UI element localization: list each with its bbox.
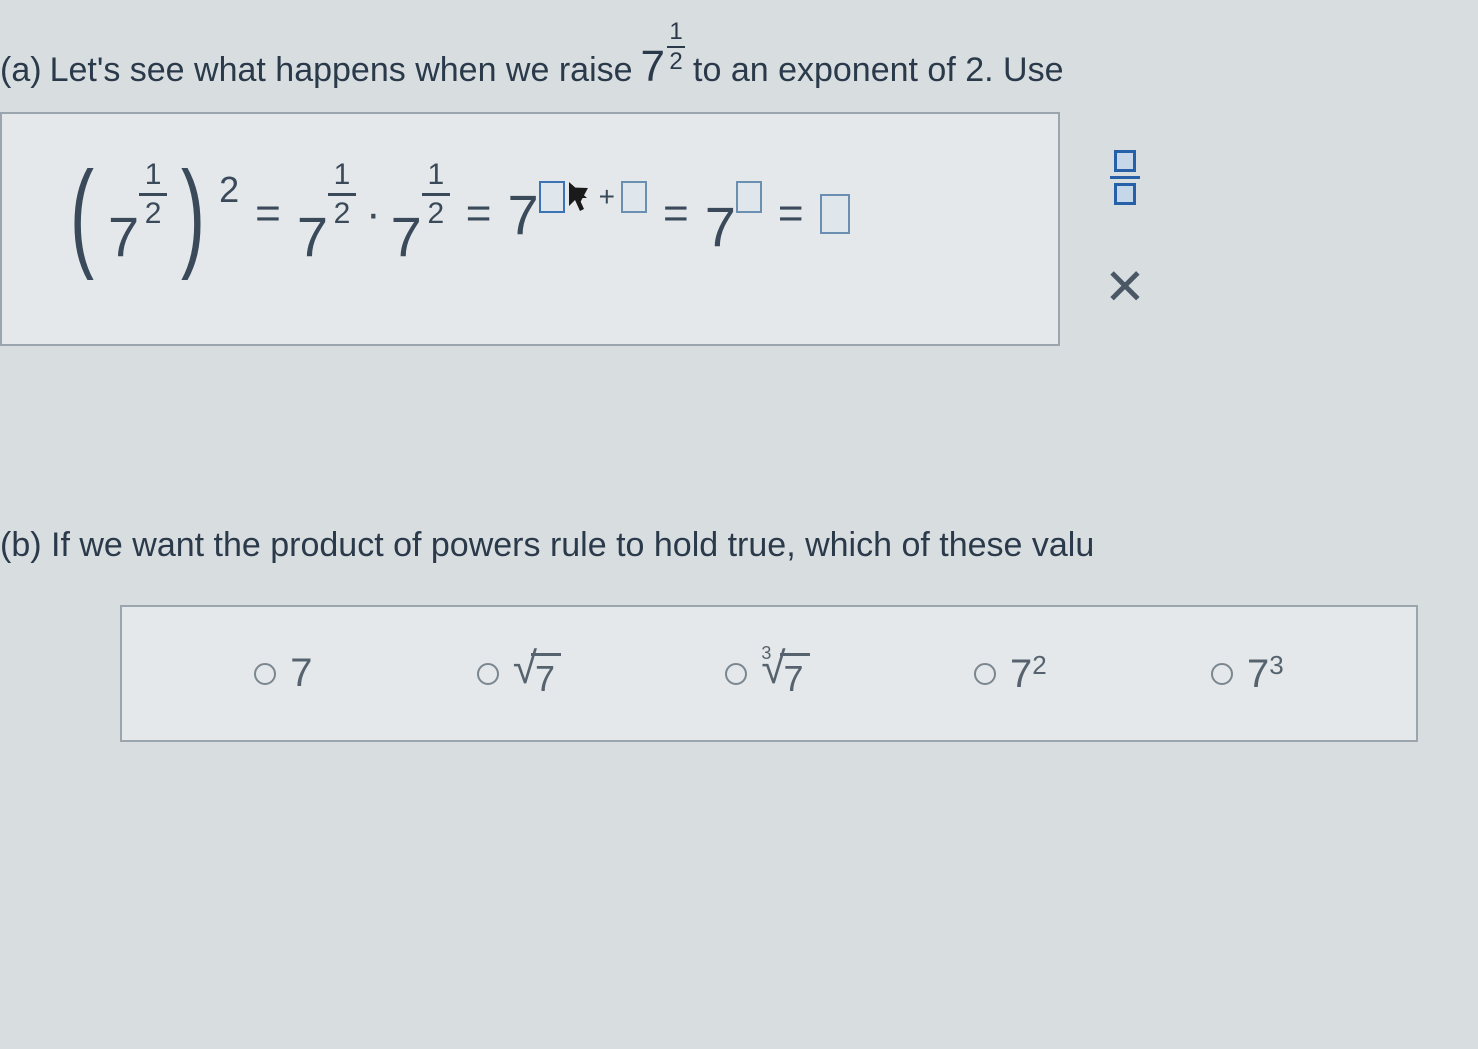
step2-dot: · (366, 189, 381, 239)
equals-4: = (778, 189, 804, 239)
radio-icon (477, 663, 499, 685)
x-icon: ✕ (1104, 258, 1146, 316)
radio-icon (974, 663, 996, 685)
step1-base: 7 (108, 204, 139, 269)
plus-sign: + (599, 181, 615, 213)
part-b-prompt: (b) If we want the product of powers rul… (0, 526, 1478, 565)
step3-base: 7 (508, 182, 539, 247)
fraction-tool-button[interactable] (1090, 142, 1160, 212)
inline-expression: 7 1 2 (641, 20, 685, 92)
choice-3[interactable]: 3 √ 7 (725, 647, 809, 700)
choice-2[interactable]: √ 7 (477, 647, 561, 700)
part-b-text: If we want the product of powers rule to… (51, 526, 1094, 564)
result-blank[interactable] (820, 194, 850, 234)
choice-1-value: 7 (290, 651, 312, 696)
step2-exp2: 1 2 (422, 160, 450, 229)
choice-1[interactable]: 7 (254, 651, 312, 696)
equation-box: ( 7 1 2 ) 2 = 7 1 (0, 112, 1060, 346)
part-a-text-before: Let's see what happens when we raise (50, 51, 633, 90)
reset-button[interactable]: ✕ (1090, 252, 1160, 322)
part-a-prompt: (a) Let's see what happens when we raise… (0, 20, 1478, 92)
equals-1: = (255, 189, 281, 239)
tool-panel: ✕ (1090, 112, 1200, 322)
exp-blank-2[interactable] (621, 181, 647, 213)
fraction-icon (1110, 150, 1140, 205)
exp-blank-1[interactable] (539, 181, 565, 213)
step2-exp1: 1 2 (328, 160, 356, 229)
left-paren: ( (70, 154, 94, 274)
step2-base2: 7 (391, 204, 422, 269)
cursor-icon (571, 182, 593, 212)
part-a-text-after: to an exponent of 2. Use (693, 51, 1063, 90)
equals-2: = (466, 189, 492, 239)
radio-icon (254, 663, 276, 685)
inline-base: 7 (641, 42, 665, 92)
sqrt-icon: √ 7 (513, 647, 561, 700)
part-b-label: (b) (0, 526, 42, 564)
step4-base: 7 (705, 194, 736, 259)
radio-icon (1211, 663, 1233, 685)
exp-blank-3[interactable] (736, 181, 762, 213)
step1-inner-exp: 1 2 (139, 160, 167, 229)
right-paren: ) (181, 154, 205, 274)
cbrt-icon: 3 √ 7 (761, 647, 809, 700)
step2-base1: 7 (297, 204, 328, 269)
radio-icon (725, 663, 747, 685)
choice-5[interactable]: 7 3 (1211, 650, 1284, 697)
inline-exponent: 1 2 (667, 20, 685, 74)
part-a-label: (a) (0, 51, 42, 90)
step1-outer-exp: 2 (219, 169, 239, 211)
choice-4[interactable]: 7 2 (974, 650, 1047, 697)
equals-3: = (663, 189, 689, 239)
choices-box: 7 √ 7 3 √ 7 (120, 605, 1418, 742)
